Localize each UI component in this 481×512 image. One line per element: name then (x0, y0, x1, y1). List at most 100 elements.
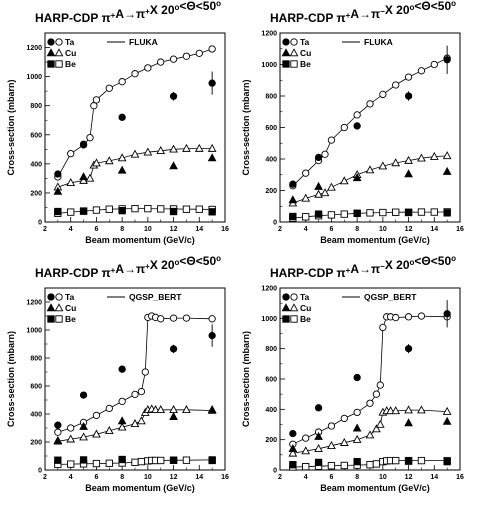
model-point-ta (208, 45, 216, 53)
x-tick-label: 8 (355, 226, 359, 233)
data-point-be (353, 209, 361, 217)
x-tick-label: 14 (195, 474, 203, 481)
title-superscript: + (346, 266, 351, 275)
model-point-cu (352, 434, 362, 443)
title-superscript: o (216, 254, 221, 263)
data-point-be (353, 458, 361, 466)
legend-marker-filled-cu (46, 48, 56, 57)
data-point-ta (118, 113, 126, 121)
x-tick-label: 16 (456, 474, 464, 481)
data-point-be (169, 207, 178, 216)
model-point-ta (157, 58, 165, 66)
model-point-be (340, 461, 348, 470)
data-point-cu (442, 416, 452, 425)
model-point-be (157, 205, 165, 213)
title-text: A→π (115, 7, 145, 21)
y-tick-label: 1000 (261, 62, 277, 69)
y-tick-label: 200 (30, 440, 42, 447)
title-text: X 20 (385, 3, 410, 17)
y-tick-label: 200 (265, 188, 277, 195)
model-point-cu (386, 406, 395, 415)
model-point-ta (118, 397, 126, 406)
data-point-be (289, 461, 297, 469)
model-point-cu (117, 153, 127, 162)
model-legend-label: FLUKA (129, 37, 158, 47)
legend-marker-open-be (290, 315, 298, 323)
model-point-ta (404, 313, 413, 321)
legend-marker-open-be (55, 315, 63, 323)
title-superscript: + (111, 266, 116, 275)
title-text: A→π (350, 262, 380, 276)
data-point-ta (443, 56, 451, 64)
data-point-cu (53, 186, 63, 195)
model-curve-ta (292, 315, 448, 445)
data-point-cu (288, 444, 298, 453)
x-tick-label: 16 (456, 226, 464, 233)
data-point-cu (352, 423, 362, 432)
data-point-cu (169, 161, 178, 170)
data-point-ta (118, 365, 126, 373)
legend-marker-filled-cu (46, 303, 56, 312)
data-point-cu (207, 153, 217, 162)
title-text: HARP-CDP π (270, 11, 346, 25)
y-tick-label: 1000 (261, 316, 277, 323)
model-point-cu (66, 434, 76, 443)
model-point-ta (392, 313, 400, 322)
model-point-be (131, 458, 139, 466)
model-point-cu (365, 165, 375, 174)
title-superscript: + (145, 7, 150, 16)
model-point-be (67, 460, 75, 468)
y-tick-label: 0 (38, 468, 42, 475)
chart-title: HARP-CDP π+A→π−X 20o<Θ<50o (270, 0, 456, 25)
y-tick-label: 400 (30, 412, 42, 419)
model-point-cu (375, 419, 385, 428)
model-point-cu (156, 146, 166, 155)
data-point-be (118, 207, 126, 215)
x-axis-label: Beam momentum (GeV/c) (320, 235, 430, 245)
data-point-ta (314, 404, 323, 412)
model-point-ta (353, 408, 361, 417)
model-legend-label: QGSP_BERT (364, 292, 417, 302)
x-tick-label: 16 (221, 474, 229, 481)
data-point-be (79, 456, 88, 464)
y-tick-label: 1200 (26, 45, 42, 52)
legend-label-be: Be (300, 314, 311, 324)
legend-label-be: Be (65, 59, 76, 69)
data-point-be (443, 458, 451, 466)
model-point-cu (442, 151, 452, 160)
title-superscript: + (145, 262, 150, 271)
x-tick-label: 4 (304, 226, 308, 233)
model-point-be (417, 456, 426, 465)
model-point-ta (327, 422, 336, 430)
data-point-cu (442, 166, 452, 175)
legend-label-ta: Ta (65, 292, 75, 302)
chart-title: HARP-CDP π+A→π+X 20o<Θ<50o (35, 0, 221, 25)
model-point-ta (131, 390, 139, 399)
data-point-cu (79, 421, 88, 430)
chart-title: HARP-CDP π+A→π−X 20o<Θ<50o (270, 254, 456, 280)
legend-marker-open-ta (290, 38, 298, 46)
model-point-cu (104, 156, 114, 165)
model-point-ta (141, 368, 149, 376)
legend-marker-open-cu (54, 303, 64, 312)
title-superscript: o (216, 0, 221, 8)
data-point-cu (404, 169, 413, 178)
data-point-cu (314, 431, 323, 440)
x-tick-label: 4 (69, 226, 73, 233)
model-point-ta (90, 102, 98, 110)
model-point-cu (314, 444, 323, 453)
y-tick-label: 0 (273, 220, 277, 227)
x-tick-label: 14 (430, 474, 438, 481)
model-point-ta (92, 96, 101, 104)
model-point-cu (301, 193, 311, 202)
x-tick-label: 8 (355, 474, 359, 481)
legend-marker-filled-be (47, 60, 55, 68)
legend-marker-open-be (290, 60, 298, 68)
data-point-ta (54, 421, 62, 429)
x-tick-label: 16 (221, 226, 229, 233)
data-point-cu (404, 418, 413, 427)
model-point-ta (392, 81, 400, 89)
